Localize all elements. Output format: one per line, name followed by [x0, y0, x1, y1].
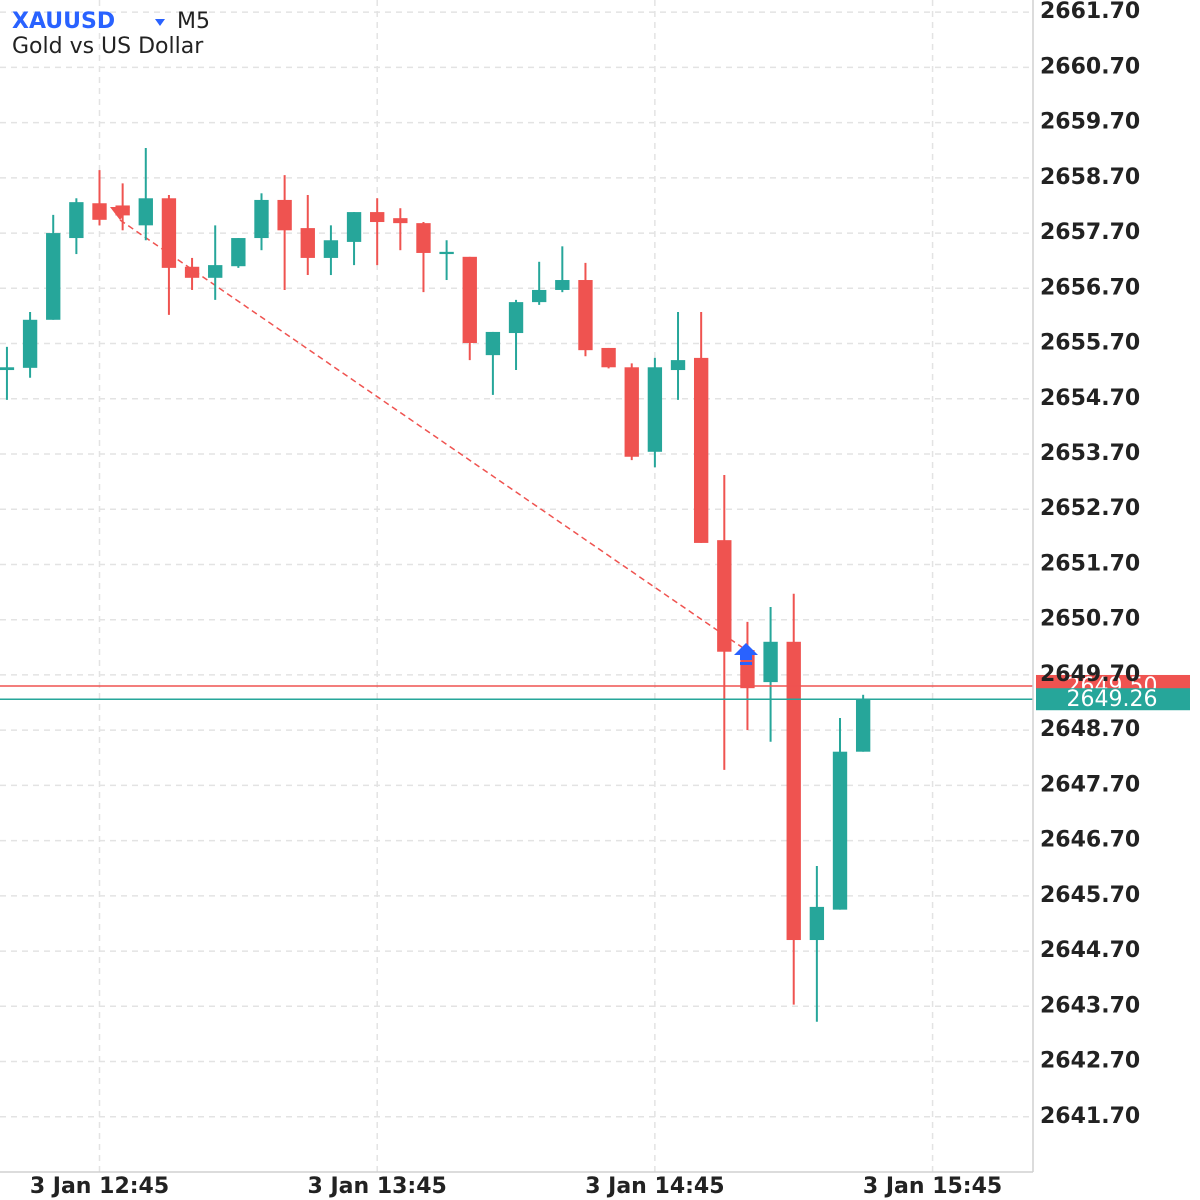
price-label: 2649.26: [1067, 687, 1158, 712]
candle-body: [532, 289, 547, 303]
candle-body: [485, 331, 501, 356]
candle-body: [46, 233, 61, 320]
y-tick-label: 2655.70: [1040, 331, 1140, 356]
candle-body: [555, 280, 570, 290]
y-tick-label: 2652.70: [1040, 496, 1140, 521]
candle-body: [786, 641, 801, 941]
y-tick-label: 2647.70: [1040, 772, 1140, 797]
candle-body: [393, 218, 408, 224]
timeframe[interactable]: M5: [177, 9, 210, 34]
candle-body: [439, 251, 454, 255]
symbol-dropdown[interactable]: [155, 19, 165, 26]
y-tick-label: 2649.70: [1040, 662, 1140, 687]
y-tick-label: 2648.70: [1040, 717, 1140, 742]
y-tick-label: 2657.70: [1040, 220, 1140, 245]
candle-body: [231, 238, 246, 267]
candle-body: [208, 265, 223, 278]
y-tick-label: 2641.70: [1040, 1104, 1140, 1129]
price-label-box: [1036, 688, 1190, 711]
candle-body: [277, 199, 292, 231]
candle-body: [254, 199, 269, 239]
symbol[interactable]: XAUUSD: [12, 9, 115, 34]
y-tick-label: 2654.70: [1040, 386, 1140, 411]
candle-body: [624, 367, 639, 457]
candle-body: [578, 280, 593, 351]
y-tick-label: 2646.70: [1040, 828, 1140, 853]
candle-body: [138, 198, 153, 226]
y-tick-label: 2651.70: [1040, 551, 1140, 576]
candle-body: [670, 360, 686, 371]
candle-body: [92, 203, 107, 220]
candle-body: [22, 319, 38, 368]
y-tick-label: 2658.70: [1040, 165, 1140, 190]
candle-body: [763, 641, 778, 683]
candle-body: [300, 228, 315, 258]
buy-marker: [734, 643, 758, 665]
y-tick-label: 2642.70: [1040, 1049, 1140, 1074]
y-tick-label: 2643.70: [1040, 993, 1140, 1018]
x-tick-label: 3 Jan 12:45: [30, 1174, 169, 1199]
candle-body: [323, 240, 339, 258]
y-tick-label: 2660.70: [1040, 54, 1140, 79]
y-tick-label: 2656.70: [1040, 275, 1140, 300]
y-tick-label: 2659.70: [1040, 110, 1140, 135]
axis-labels: 2641.70 2642.70 2643.70 2644.70 2645.70 2646.…: [30, 0, 1140, 1199]
candle-body: [832, 751, 848, 910]
x-tick-label: 3 Jan 15:45: [863, 1174, 1002, 1199]
candle-body: [809, 906, 825, 941]
y-tick-label: 2645.70: [1040, 883, 1140, 908]
candle-body: [508, 302, 524, 334]
y-tick-label: 2653.70: [1040, 441, 1140, 466]
candle-body: [370, 212, 385, 223]
candle-body: [346, 212, 362, 242]
trade-line: [119, 219, 747, 651]
candle-body: [161, 198, 177, 268]
x-tick-label: 3 Jan 13:45: [308, 1174, 447, 1199]
subtitle: Gold vs US Dollar: [12, 34, 204, 59]
candle-body: [647, 367, 663, 452]
x-tick-label: 3 Jan 14:45: [585, 1174, 724, 1199]
y-tick-label: 2650.70: [1040, 607, 1140, 632]
candle-body: [462, 256, 477, 343]
candle-body: [855, 699, 871, 752]
candle-body: [0, 367, 15, 371]
candle-body: [69, 202, 84, 239]
candle-body: [601, 347, 616, 368]
candle-body: [693, 357, 709, 543]
candle-body: [184, 266, 200, 278]
y-tick-label: 2644.70: [1040, 938, 1140, 963]
sell-marker: [110, 207, 130, 220]
candle-body: [717, 540, 732, 652]
candles: [0, 148, 871, 1022]
candle-body: [416, 223, 431, 253]
y-tick-label: 2661.70: [1040, 0, 1140, 24]
